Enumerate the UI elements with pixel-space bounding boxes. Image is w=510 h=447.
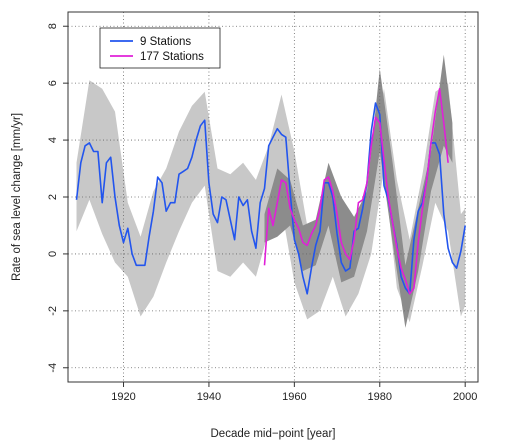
x-tick-label-1980: 1980 <box>368 391 392 403</box>
series-lines <box>75 88 466 295</box>
y-tick-label-0: 0 <box>47 251 59 257</box>
y-axis-label: Rate of sea level change [mm/yr] <box>11 113 23 281</box>
legend-label-177-stations: 177 Stations <box>140 51 204 63</box>
x-tick-label-1960: 1960 <box>282 391 306 403</box>
x-tick-label-2000: 2000 <box>453 391 477 403</box>
legend-label-9-stations: 9 Stations <box>140 36 191 48</box>
y-tick-label--4: -4 <box>47 363 59 373</box>
uncertainty-bands <box>76 54 466 328</box>
x-axis-label: Decade mid−point [year] <box>211 428 336 440</box>
series-line-9-stations <box>75 102 466 295</box>
x-tick-label-1940: 1940 <box>197 391 221 403</box>
y-tick-label-8: 8 <box>47 23 59 29</box>
band-177-stations <box>264 54 453 328</box>
legend: 9 Stations 177 Stations <box>99 27 221 69</box>
y-axis: -4 -2 0 2 4 6 8 <box>47 23 68 373</box>
y-tick-label--2: -2 <box>47 306 59 316</box>
y-tick-label-4: 4 <box>47 137 59 143</box>
legend-box <box>99 27 221 69</box>
grid-lines <box>68 12 478 382</box>
series-line-177-stations <box>263 88 449 295</box>
x-tick-label-1920: 1920 <box>111 391 135 403</box>
y-tick-label-2: 2 <box>47 194 59 200</box>
x-axis: 1920 1940 1960 1980 2000 <box>111 382 477 403</box>
y-tick-label-6: 6 <box>47 80 59 86</box>
